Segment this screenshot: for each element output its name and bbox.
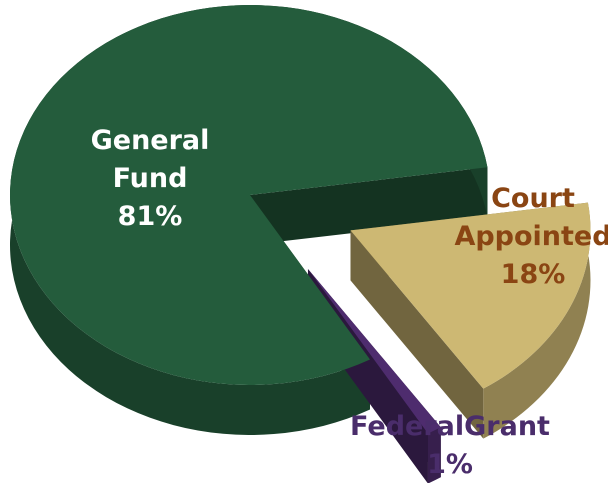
slice-wall	[427, 427, 441, 483]
category-label: FederalGrant	[350, 411, 550, 442]
slice-wall	[483, 202, 591, 439]
slice-label: General Fund 81%	[70, 122, 230, 236]
slice	[350, 202, 591, 389]
category-label: Court Appointed	[454, 183, 608, 252]
slice	[10, 5, 488, 386]
slice	[307, 269, 441, 434]
slice-side	[250, 167, 488, 410]
slice-label: Court Appointed 18%	[448, 180, 608, 294]
value-label: 18%	[500, 259, 566, 290]
category-label: General Fund	[90, 125, 210, 194]
value-label: 1%	[427, 449, 473, 480]
value-label: 81%	[117, 201, 183, 232]
slice-label: FederalGrant 1%	[330, 408, 570, 483]
